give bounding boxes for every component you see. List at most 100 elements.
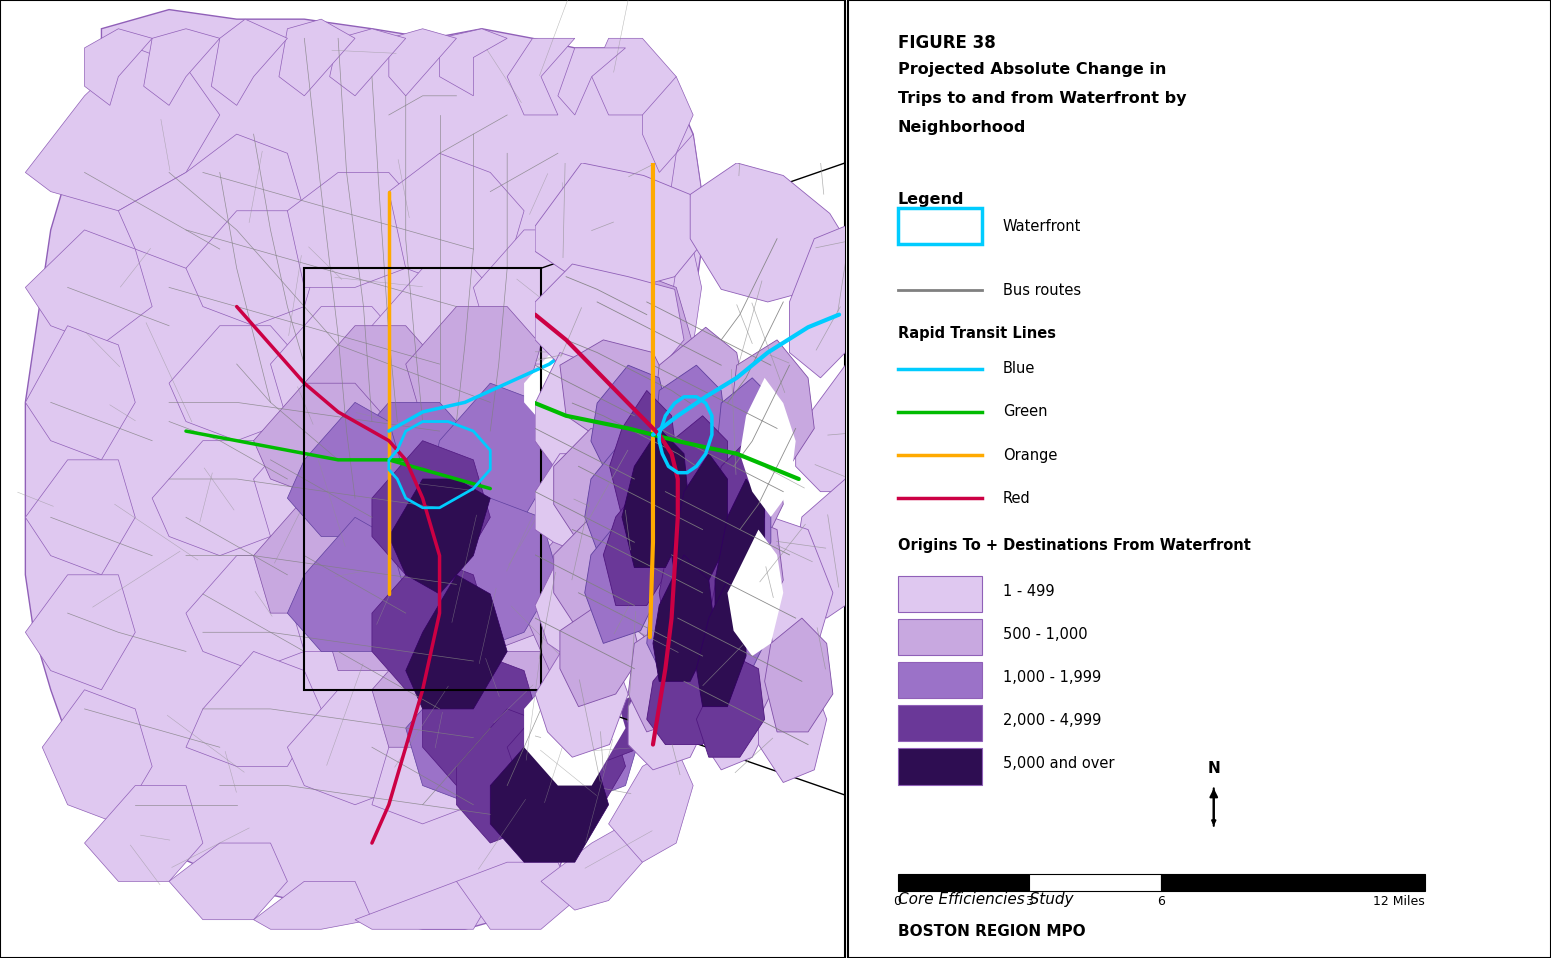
Polygon shape	[628, 618, 709, 732]
Polygon shape	[740, 377, 796, 517]
Polygon shape	[473, 671, 592, 805]
Polygon shape	[696, 644, 771, 770]
Polygon shape	[558, 48, 625, 115]
Polygon shape	[758, 656, 827, 783]
Polygon shape	[456, 364, 592, 479]
Polygon shape	[389, 29, 456, 96]
Polygon shape	[642, 77, 693, 172]
Polygon shape	[575, 383, 693, 517]
Text: Projected Absolute Change in: Projected Absolute Change in	[898, 62, 1166, 78]
Polygon shape	[524, 345, 642, 536]
Polygon shape	[254, 498, 389, 613]
FancyBboxPatch shape	[898, 748, 982, 785]
Polygon shape	[287, 536, 422, 651]
Polygon shape	[659, 504, 727, 630]
Polygon shape	[653, 365, 727, 491]
Polygon shape	[727, 530, 783, 656]
Polygon shape	[524, 651, 625, 786]
Polygon shape	[622, 517, 715, 644]
FancyBboxPatch shape	[898, 619, 982, 655]
Polygon shape	[372, 268, 507, 383]
Polygon shape	[603, 479, 678, 605]
Polygon shape	[422, 383, 558, 536]
Polygon shape	[254, 383, 389, 498]
Polygon shape	[321, 441, 456, 556]
Polygon shape	[355, 402, 490, 517]
Text: N: N	[1207, 761, 1221, 776]
Polygon shape	[628, 428, 721, 555]
Text: Red: Red	[1003, 490, 1031, 506]
Polygon shape	[372, 441, 490, 575]
Text: Waterfront: Waterfront	[1003, 218, 1081, 234]
Polygon shape	[592, 38, 676, 115]
Polygon shape	[389, 153, 524, 287]
Polygon shape	[422, 498, 558, 651]
Polygon shape	[709, 530, 765, 656]
Polygon shape	[641, 530, 746, 656]
Polygon shape	[524, 556, 642, 690]
Text: 3: 3	[1025, 895, 1033, 908]
Polygon shape	[389, 517, 524, 632]
Polygon shape	[406, 575, 507, 709]
Polygon shape	[585, 517, 665, 644]
Polygon shape	[535, 163, 706, 289]
Text: Bus routes: Bus routes	[1003, 283, 1081, 298]
Polygon shape	[186, 556, 321, 671]
Polygon shape	[422, 651, 541, 786]
Polygon shape	[628, 656, 709, 770]
Polygon shape	[287, 402, 406, 536]
Polygon shape	[372, 632, 507, 747]
Polygon shape	[355, 881, 490, 929]
Text: 6: 6	[1157, 895, 1165, 908]
Polygon shape	[270, 307, 406, 422]
Polygon shape	[473, 230, 608, 345]
Polygon shape	[560, 340, 672, 441]
FancyBboxPatch shape	[1162, 874, 1424, 891]
Polygon shape	[690, 163, 845, 302]
Polygon shape	[287, 690, 422, 805]
Polygon shape	[169, 843, 287, 920]
Polygon shape	[585, 441, 665, 567]
Polygon shape	[703, 428, 783, 567]
Polygon shape	[541, 824, 642, 910]
Text: 5,000 and over: 5,000 and over	[1003, 756, 1115, 771]
Polygon shape	[765, 618, 833, 732]
Polygon shape	[789, 226, 845, 377]
Polygon shape	[721, 517, 833, 681]
Polygon shape	[622, 428, 690, 567]
Polygon shape	[372, 556, 490, 690]
Polygon shape	[524, 651, 642, 805]
Polygon shape	[25, 10, 701, 929]
Polygon shape	[535, 264, 684, 391]
Text: 1 - 499: 1 - 499	[1003, 583, 1055, 599]
Polygon shape	[85, 786, 203, 881]
Polygon shape	[169, 326, 304, 441]
Polygon shape	[330, 29, 406, 96]
Polygon shape	[211, 19, 287, 105]
Polygon shape	[642, 594, 701, 747]
Polygon shape	[535, 353, 610, 467]
Text: 0: 0	[893, 895, 901, 908]
Polygon shape	[507, 690, 625, 843]
Polygon shape	[558, 441, 676, 575]
Text: Legend: Legend	[898, 192, 965, 207]
Polygon shape	[715, 377, 777, 504]
Polygon shape	[254, 422, 389, 536]
Polygon shape	[42, 690, 152, 824]
Text: Rapid Transit Lines: Rapid Transit Lines	[898, 326, 1056, 341]
Text: 2,000 - 4,999: 2,000 - 4,999	[1003, 713, 1101, 728]
Text: Blue: Blue	[1003, 361, 1036, 376]
Text: BOSTON REGION MPO: BOSTON REGION MPO	[898, 924, 1086, 939]
Polygon shape	[25, 230, 152, 345]
Polygon shape	[535, 542, 659, 669]
Polygon shape	[659, 460, 701, 594]
Polygon shape	[507, 38, 575, 115]
Text: 1,000 - 1,999: 1,000 - 1,999	[1003, 670, 1101, 685]
Polygon shape	[490, 728, 608, 862]
Bar	[304, 268, 541, 690]
Polygon shape	[186, 211, 321, 326]
Polygon shape	[703, 517, 783, 644]
FancyBboxPatch shape	[898, 576, 982, 612]
Polygon shape	[25, 460, 135, 575]
Polygon shape	[422, 422, 558, 536]
